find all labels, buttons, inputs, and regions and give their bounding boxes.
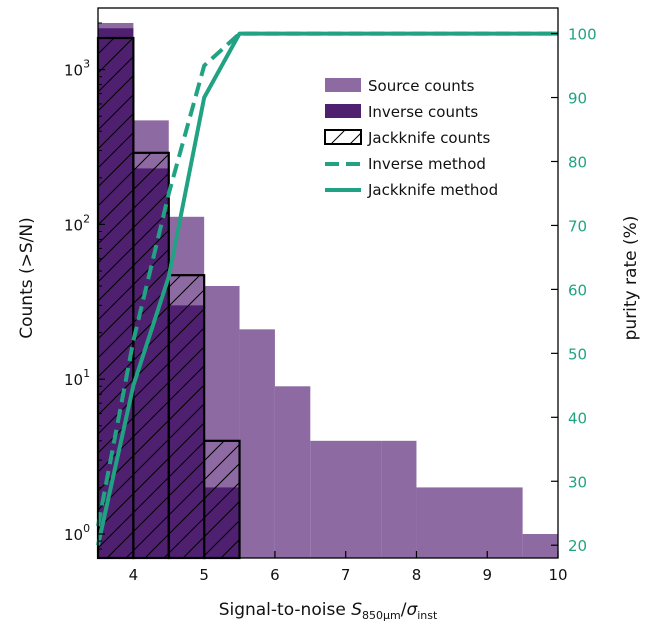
- jackknife-count-bar: [96, 36, 135, 560]
- y2-axis-ticks: 20 30 40 50 60 70 80 90 100: [551, 26, 597, 555]
- y-tick-label: 101: [64, 367, 90, 389]
- legend: Source counts Inverse counts Jackknife cou…: [324, 77, 498, 199]
- jackknife-count-bar: [203, 439, 241, 560]
- y2-tick-label: 50: [568, 345, 587, 363]
- jackknife-method-line: [96, 31, 558, 546]
- y2-axis-label: purity rate (%): [621, 216, 641, 341]
- plot-frame: [97, 7, 559, 559]
- legend-swatch-source: [325, 78, 361, 92]
- x-tick-label: 6: [270, 566, 280, 584]
- source-count-bar: [381, 440, 417, 558]
- y2-tick-label: 70: [568, 217, 587, 235]
- y-tick-label: 100: [64, 522, 90, 544]
- x-tick-label: 10: [548, 566, 567, 584]
- source-count-bar: [274, 386, 311, 558]
- jackknife-count-bar: [132, 151, 170, 560]
- y2-tick-label: 80: [568, 153, 587, 171]
- source-count-bar: [239, 329, 275, 558]
- y2-tick-label: 60: [568, 281, 587, 299]
- x-tick-label: 9: [482, 566, 492, 584]
- y-axis-ticks: 100 101 102 103: [64, 22, 105, 559]
- x-tick-label: 4: [129, 566, 139, 584]
- legend-label: Jackknife method: [367, 181, 498, 199]
- x-tick-label: 5: [199, 566, 209, 584]
- source-count-bar: [416, 487, 523, 558]
- y-tick-label: 103: [64, 58, 90, 80]
- y2-tick-label: 90: [568, 90, 587, 108]
- x-tick-label: 8: [412, 566, 422, 584]
- y2-tick-label: 100: [568, 26, 597, 44]
- x-axis-label: Signal-to-noise S850μm/σinst: [219, 600, 438, 622]
- purity-lines: [96, 31, 558, 546]
- legend-swatch-inverse: [325, 104, 361, 118]
- x-tick-label: 7: [341, 566, 351, 584]
- legend-label: Jackknife counts: [367, 129, 491, 147]
- source-count-bar: [310, 440, 382, 558]
- y2-tick-label: 30: [568, 473, 587, 491]
- jackknife-count-bar: [167, 274, 206, 560]
- y-tick-label: 102: [64, 212, 90, 234]
- y-axis-label: Counts (>S/N): [17, 217, 37, 339]
- y2-tick-label: 40: [568, 409, 587, 427]
- legend-label: Inverse method: [368, 155, 486, 173]
- source-count-bar: [522, 534, 558, 558]
- y2-tick-label: 20: [568, 537, 587, 555]
- legend-label: Inverse counts: [368, 103, 478, 121]
- legend-swatch-jackknife: [324, 129, 362, 145]
- legend-label: Source counts: [368, 77, 475, 95]
- x-axis-ticks: 4 5 6 7 8 9 10: [129, 551, 568, 584]
